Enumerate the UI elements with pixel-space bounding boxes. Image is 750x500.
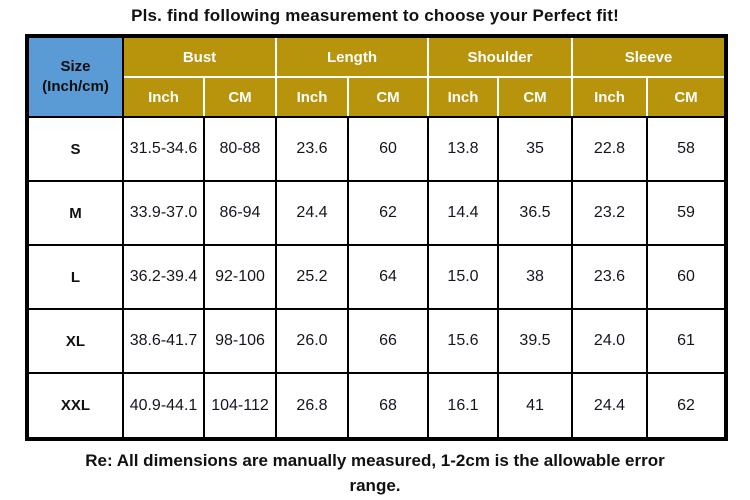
- size-label: XL: [26, 308, 124, 374]
- cell-bust-inch: 33.9-37.0: [122, 180, 205, 246]
- subheader-sleeve-inch: Inch: [571, 76, 648, 118]
- size-label: L: [26, 244, 124, 310]
- cell-shoulder-inch: 16.1: [427, 372, 499, 440]
- cell-shoulder-cm: 39.5: [497, 308, 573, 374]
- cell-length-cm: 62: [347, 180, 429, 246]
- size-column-header: Size (Inch/cm): [26, 35, 124, 118]
- cell-shoulder-cm: 38: [497, 244, 573, 310]
- cell-bust-cm: 104-112: [203, 372, 277, 440]
- size-label: S: [26, 116, 124, 182]
- cell-sleeve-cm: 61: [646, 308, 727, 374]
- subheader-bust-cm: CM: [203, 76, 277, 118]
- cell-sleeve-inch: 24.4: [571, 372, 648, 440]
- cell-sleeve-cm: 60: [646, 244, 727, 310]
- cell-sleeve-inch: 23.6: [571, 244, 648, 310]
- cell-bust-cm: 92-100: [203, 244, 277, 310]
- cell-sleeve-inch: 23.2: [571, 180, 648, 246]
- cell-shoulder-inch: 15.0: [427, 244, 499, 310]
- cell-length-cm: 64: [347, 244, 429, 310]
- footnote: Re: All dimensions are manually measured…: [0, 448, 750, 498]
- subheader-shoulder-cm: CM: [497, 76, 573, 118]
- cell-length-inch: 23.6: [275, 116, 349, 182]
- table-row-xxl: XXL 40.9-44.1 104-112 26.8 68 16.1 41 24…: [26, 372, 727, 440]
- cell-sleeve-inch: 22.8: [571, 116, 648, 182]
- table-row-l: L 36.2-39.4 92-100 25.2 64 15.0 38 23.6 …: [26, 244, 727, 310]
- cell-shoulder-inch: 13.8: [427, 116, 499, 182]
- cell-length-inch: 24.4: [275, 180, 349, 246]
- cell-length-cm: 68: [347, 372, 429, 440]
- group-header-length: Length: [275, 35, 429, 78]
- cell-bust-cm: 98-106: [203, 308, 277, 374]
- footnote-line2: range.: [349, 476, 401, 495]
- cell-shoulder-cm: 35: [497, 116, 573, 182]
- cell-shoulder-cm: 41: [497, 372, 573, 440]
- page-title: Pls. find following measurement to choos…: [131, 6, 619, 25]
- cell-length-inch: 26.8: [275, 372, 349, 440]
- cell-bust-cm: 80-88: [203, 116, 277, 182]
- table-row-xl: XL 38.6-41.7 98-106 26.0 66 15.6 39.5 24…: [26, 308, 727, 374]
- group-header-sleeve: Sleeve: [571, 35, 727, 78]
- subheader-sleeve-cm: CM: [646, 76, 727, 118]
- cell-length-inch: 26.0: [275, 308, 349, 374]
- cell-bust-inch: 40.9-44.1: [122, 372, 205, 440]
- size-chart-table: Size (Inch/cm) Bust Length Shoulder Slee…: [25, 34, 728, 441]
- size-header-line2: (Inch/cm): [42, 78, 109, 95]
- cell-bust-cm: 86-94: [203, 180, 277, 246]
- subheader-bust-inch: Inch: [122, 76, 205, 118]
- size-label: XXL: [26, 372, 124, 440]
- table-row-s: S 31.5-34.6 80-88 23.6 60 13.8 35 22.8 5…: [26, 116, 727, 182]
- size-header-line1: Size: [60, 57, 91, 75]
- cell-length-cm: 60: [347, 116, 429, 182]
- cell-shoulder-inch: 15.6: [427, 308, 499, 374]
- group-header-shoulder: Shoulder: [427, 35, 573, 78]
- cell-shoulder-inch: 14.4: [427, 180, 499, 246]
- subheader-length-cm: CM: [347, 76, 429, 118]
- cell-bust-inch: 31.5-34.6: [122, 116, 205, 182]
- subheader-length-inch: Inch: [275, 76, 349, 118]
- cell-length-inch: 25.2: [275, 244, 349, 310]
- cell-length-cm: 66: [347, 308, 429, 374]
- cell-sleeve-cm: 59: [646, 180, 727, 246]
- cell-sleeve-inch: 24.0: [571, 308, 648, 374]
- cell-bust-inch: 38.6-41.7: [122, 308, 205, 374]
- cell-bust-inch: 36.2-39.4: [122, 244, 205, 310]
- cell-sleeve-cm: 58: [646, 116, 727, 182]
- cell-sleeve-cm: 62: [646, 372, 727, 440]
- size-label: M: [26, 180, 124, 246]
- footnote-line1: Re: All dimensions are manually measured…: [85, 451, 665, 470]
- table-row-m: M 33.9-37.0 86-94 24.4 62 14.4 36.5 23.2…: [26, 180, 727, 246]
- group-header-bust: Bust: [122, 35, 277, 78]
- cell-shoulder-cm: 36.5: [497, 180, 573, 246]
- subheader-shoulder-inch: Inch: [427, 76, 499, 118]
